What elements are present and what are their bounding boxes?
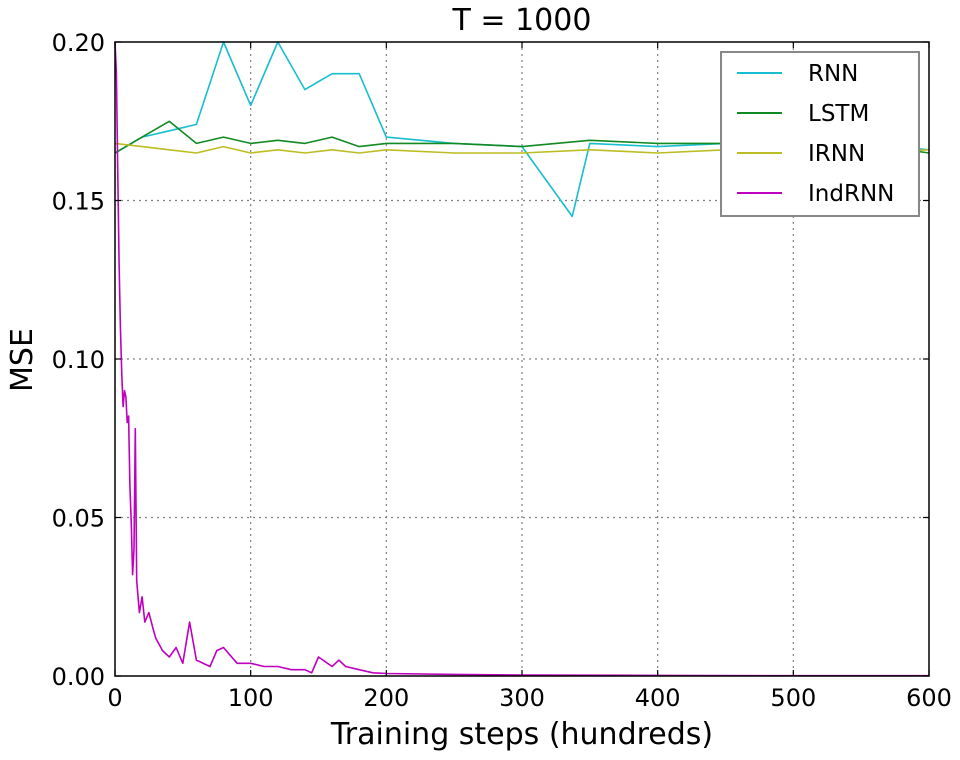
legend-label: IndRNN <box>808 181 894 207</box>
y-axis-ticks: 0.00 0.05 0.10 0.15 0.20 <box>52 29 929 691</box>
y-tick-label: 0.15 <box>52 188 105 216</box>
y-axis-title: MSE <box>5 328 40 392</box>
x-tick-label: 100 <box>228 684 274 712</box>
x-tick-label: 0 <box>107 684 122 712</box>
chart-title: T = 1000 <box>452 3 592 38</box>
x-tick-label: 400 <box>635 684 681 712</box>
legend-box <box>720 51 920 217</box>
legend-label: RNN <box>808 61 858 87</box>
series-line-indrnn <box>114 41 929 677</box>
x-tick-label: 200 <box>363 684 409 712</box>
y-tick-label: 0.10 <box>52 346 105 374</box>
y-tick-label: 0.20 <box>52 29 105 57</box>
y-tick-label: 0.00 <box>52 663 105 691</box>
legend: RNN LSTM IRNN IndRNN <box>720 51 920 217</box>
x-axis-ticks: 0 100 200 300 400 500 600 <box>107 42 952 712</box>
x-tick-label: 500 <box>770 684 816 712</box>
y-tick-label: 0.05 <box>52 505 105 533</box>
legend-label: LSTM <box>808 101 869 127</box>
x-tick-label: 300 <box>499 684 545 712</box>
legend-label: IRNN <box>808 141 865 167</box>
x-axis-title: Training steps (hundreds) <box>330 717 713 752</box>
x-tick-label: 600 <box>906 684 952 712</box>
